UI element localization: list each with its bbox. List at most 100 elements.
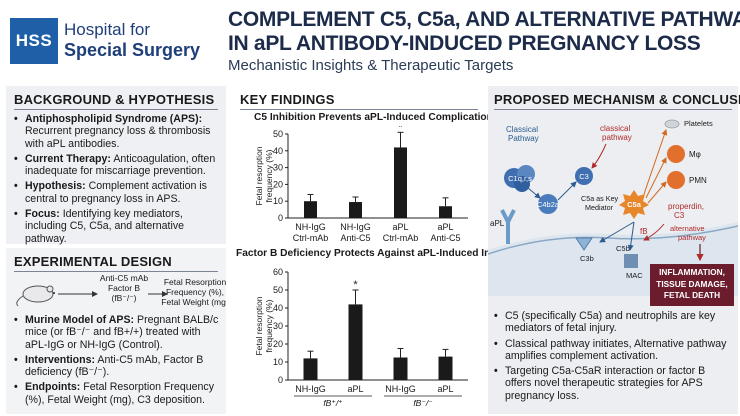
bar [349, 202, 362, 218]
y-tick-label: 0 [278, 375, 283, 385]
list-item: C5 (specifically C5a) and neutrophils ar… [494, 310, 732, 335]
c5-mediator-label-1: C5a as Key [581, 194, 619, 203]
c4b2a-label: C4b2a [537, 200, 560, 209]
design-list: Murine Model of APS: Pregnant BALB/c mic… [14, 314, 222, 409]
page-title-line2: IN aPL ANTIBODY-INDUCED PREGNANCY LOSS [228, 32, 701, 55]
macrophage-icon [667, 145, 685, 163]
divider [14, 271, 218, 272]
x-tick-label: NH-IgG [385, 384, 416, 394]
chart2-title: Factor B Deficiency Protects Against aPL… [236, 248, 510, 259]
background-panel: BACKGROUND & HYPOTHESIS Antiphospholipid… [6, 86, 226, 245]
y-tick-label: 40 [273, 303, 283, 313]
pmn-icon [667, 171, 685, 189]
y-tick-label: 60 [273, 267, 283, 277]
properdin-label-2: C3 [674, 211, 685, 220]
list-item: Current Therapy: Anticoagulation, often … [14, 153, 222, 178]
pmn-label: PMN [689, 176, 707, 185]
c5a-label: C5a [627, 200, 642, 209]
significance-mark: * [353, 279, 358, 291]
mechanism-heading: PROPOSED MECHANISM & CONCLUSION [494, 92, 740, 107]
c1-label: C1q,r,s [508, 174, 532, 183]
treatment-label-2: Factor B [108, 283, 140, 293]
apl-antibody-icon: aPL [490, 209, 516, 244]
design-panel: EXPERIMENTAL DESIGN Anti-C5 mAb Factor B… [6, 248, 226, 414]
background-heading: BACKGROUND & HYPOTHESIS [14, 92, 215, 107]
outcome-label-2: Frequency (%), [166, 287, 224, 297]
classical-pathway-label-2: Pathway [508, 134, 539, 143]
y-tick-label: 20 [273, 339, 283, 349]
outcome-line1: INFLAMMATION, [659, 267, 725, 277]
x-tick-label: aPL [347, 384, 363, 394]
x-tick-label: Anti-C5 [430, 233, 460, 243]
logo-line2: Special Surgery [64, 40, 201, 60]
hss-logo: HSS [10, 18, 58, 64]
group-label: fB⁻/⁻ [413, 398, 432, 408]
mechanism-panel: PROPOSED MECHANISM & CONCLUSION Classica… [488, 86, 740, 414]
x-tick-label: NH-IgG [295, 384, 326, 394]
c5b-label: C5b [616, 244, 630, 253]
x-tick-label: NH-IgG [295, 222, 326, 232]
bar [348, 304, 363, 380]
y-tick-label: 50 [273, 285, 283, 295]
findings-panel: KEY FINDINGS C5 Inhibition Prevents aPL-… [232, 86, 509, 414]
y-axis-label: Fetal resorptionfrequency (%) [254, 146, 274, 205]
outcome-label-3: Fetal Weight (mg) [161, 297, 226, 307]
classical-pathway-label-1: Classical [506, 125, 538, 134]
list-item: Endpoints: Fetal Resorption Frequency (%… [14, 381, 222, 406]
mouse-icon [16, 285, 55, 307]
divider [14, 109, 218, 110]
x-tick-label: Anti-C5 [340, 233, 370, 243]
bar [439, 206, 452, 218]
c3-label: C3 [579, 172, 589, 181]
significance-mark: * [398, 126, 403, 133]
page-subtitle: Mechanistic Insights & Therapeutic Targe… [228, 57, 514, 74]
y-tick-label: 0 [278, 213, 283, 223]
list-item: Antiphospholipid Syndrome (APS): Recurre… [14, 113, 222, 150]
bar [438, 356, 453, 380]
chart2: 0 10 20 30 40 50 60 Fetal resorptionfrequency (… [254, 267, 468, 408]
treatment-label-1: Anti-C5 mAb [100, 273, 148, 283]
chart1: 0 10 20 30 40 50 Fetal resorptionfrequency (%)… [254, 126, 468, 243]
c1-complex-icon: C1q,r,s [504, 165, 535, 192]
bar [393, 357, 408, 380]
x-tick-label: aPL [437, 384, 453, 394]
y-tick-label: 10 [273, 196, 283, 206]
properdin-label-1: properdin, [668, 202, 704, 211]
mac-pore-icon [624, 254, 638, 268]
list-item: Interventions: Anti-C5 mAb, Factor B def… [14, 354, 222, 379]
x-tick-label: aPL [437, 222, 453, 232]
bar [304, 201, 317, 218]
divider [494, 109, 732, 110]
list-item: Focus: Identifying key mediators, includ… [14, 208, 222, 245]
outcome-label-1: Fetal Resorption [164, 277, 226, 287]
bar [394, 147, 407, 218]
apl-label: aPL [490, 219, 505, 228]
list-item: Murine Model of APS: Pregnant BALB/c mic… [14, 314, 222, 351]
platelets-label: Platelets [684, 119, 713, 128]
alt-pathway-label-2: pathway [678, 233, 706, 242]
y-tick-label: 10 [273, 357, 283, 367]
fb-label: fB [640, 227, 648, 236]
chart1-title: C5 Inhibition Prevents aPL-Induced Compl… [254, 112, 499, 123]
background-list: Antiphospholipid Syndrome (APS): Recurre… [14, 113, 222, 248]
bar [303, 358, 318, 380]
y-tick-label: 30 [273, 321, 283, 331]
divider [240, 109, 478, 110]
c3b-label: C3b [580, 254, 594, 263]
x-tick-label: NH-IgG [340, 222, 371, 232]
logo-line1: Hospital for [64, 20, 150, 39]
list-item: Targeting C5a-C5aR interaction or factor… [494, 365, 732, 402]
alt-pathway-label-1: alternative [670, 224, 705, 233]
c3-node [575, 167, 593, 185]
treatment-label-3: (fB⁻/⁻) [111, 293, 136, 303]
list-item: Hypothesis: Complement activation is cen… [14, 180, 222, 205]
c5-mediator-label-2: Mediator [585, 203, 614, 212]
y-tick-label: 50 [273, 129, 283, 139]
outcome-line2: TISSUE DAMAGE, [656, 278, 728, 289]
design-heading: EXPERIMENTAL DESIGN [14, 254, 172, 269]
y-axis-label: Fetal resorptionfrequency (%) [254, 296, 274, 355]
header: HSS Hospital for Special Surgery COMPLEM… [0, 0, 740, 84]
c4b2a-node [538, 194, 558, 214]
findings-heading: KEY FINDINGS [240, 92, 335, 107]
design-schematic: Anti-C5 mAb Factor B (fB⁻/⁻) Fetal Resor… [16, 273, 226, 307]
